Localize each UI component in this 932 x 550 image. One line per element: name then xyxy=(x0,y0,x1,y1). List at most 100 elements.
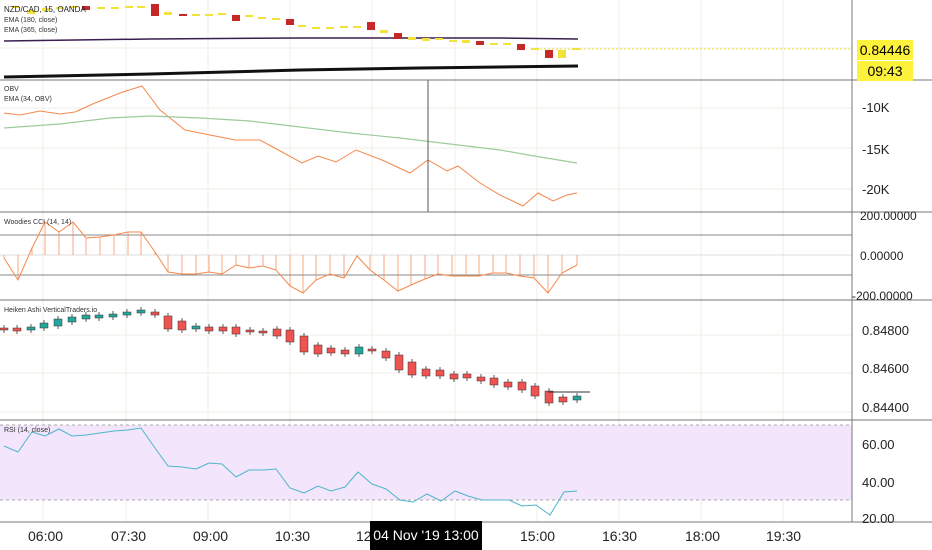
heiken-candle xyxy=(489,377,499,386)
ha-tick-2: 0.84600 xyxy=(862,361,909,376)
price-candle xyxy=(42,8,50,11)
price-candle xyxy=(218,13,226,15)
price-candle xyxy=(517,44,525,50)
heiken-title: Heiken Ashi VerticalTraders.io xyxy=(4,307,97,314)
ema180-label: EMA (180, close) xyxy=(4,17,57,24)
heiken-candle xyxy=(572,395,582,401)
heiken-ashi-pane[interactable] xyxy=(0,307,590,406)
heiken-candle xyxy=(26,326,36,331)
price-candle xyxy=(111,7,119,9)
price-candle xyxy=(258,17,266,19)
ema365-line xyxy=(3,64,579,79)
price-candle xyxy=(340,26,348,28)
time-label-0900: 09:00 xyxy=(193,528,228,544)
price-candle xyxy=(531,48,539,50)
symbol-title: NZD/CAD, 15, OANDA xyxy=(4,5,86,14)
price-candle xyxy=(394,33,402,39)
heiken-candle xyxy=(517,381,527,391)
heiken-candle xyxy=(421,368,431,377)
rsi-pane[interactable] xyxy=(0,424,852,516)
heiken-candle xyxy=(435,369,445,377)
price-candle xyxy=(545,50,553,58)
crosshair-date-label: 04 Nov '19 13:00 xyxy=(370,521,482,550)
heiken-candle xyxy=(367,348,377,352)
heiken-candle xyxy=(39,322,49,329)
heiken-candle xyxy=(407,361,417,376)
heiken-candle xyxy=(449,373,459,380)
obv-ema-label: EMA (34, OBV) xyxy=(4,96,52,103)
price-candle xyxy=(408,37,416,40)
time-label-1630: 16:30 xyxy=(602,528,637,544)
current-price-badge: 0.84446 xyxy=(857,40,913,60)
rsi-tick-2: 40.00 xyxy=(862,475,895,490)
heiken-candle xyxy=(177,320,187,331)
price-pane[interactable] xyxy=(3,4,852,79)
price-candle xyxy=(12,6,20,8)
cci-tick-3: -200.00000 xyxy=(852,289,913,303)
price-candle xyxy=(232,15,240,21)
heiken-candle xyxy=(136,309,146,314)
obv-title: OBV xyxy=(4,86,19,93)
time-label-1800: 18:00 xyxy=(685,528,720,544)
rsi-title: RSI (14, close) xyxy=(4,427,50,434)
heiken-candle xyxy=(81,314,91,320)
obv-pane[interactable] xyxy=(3,85,578,207)
price-candle xyxy=(151,4,159,16)
heiken-candle xyxy=(544,390,554,404)
time-label-0600: 06:00 xyxy=(28,528,63,544)
price-candle xyxy=(558,50,566,58)
obv-tick-3: -20K xyxy=(862,182,890,197)
heiken-candle xyxy=(299,335,309,353)
price-candle xyxy=(137,6,145,8)
price-candle xyxy=(490,43,498,45)
cci-tick-2: 0.00000 xyxy=(860,249,904,263)
heiken-candle xyxy=(0,327,9,331)
price-candle xyxy=(435,38,443,40)
heiken-candle xyxy=(204,326,214,332)
price-candle xyxy=(125,6,133,8)
time-label-1500: 15:00 xyxy=(520,528,555,544)
heiken-candle xyxy=(272,328,282,337)
heiken-candle xyxy=(476,376,486,382)
price-candle xyxy=(97,7,105,9)
heiken-candle xyxy=(258,330,268,334)
heiken-candle xyxy=(503,381,513,388)
heiken-candle xyxy=(381,350,391,359)
heiken-candle xyxy=(313,344,323,355)
price-candle xyxy=(312,27,320,29)
price-candle xyxy=(353,26,361,28)
time-label-1030: 10:30 xyxy=(275,528,310,544)
obv-line xyxy=(3,85,578,207)
price-candle xyxy=(462,40,470,43)
ha-tick-1: 0.84800 xyxy=(862,323,909,338)
price-candle xyxy=(192,14,200,16)
heiken-candle xyxy=(340,349,350,355)
heiken-candle xyxy=(150,311,160,316)
cci-pane[interactable] xyxy=(0,221,852,294)
time-label-0730: 07:30 xyxy=(111,528,146,544)
ema365-label: EMA (365, close) xyxy=(4,27,57,34)
cci-title: Woodies CCI (14, 14) xyxy=(4,219,71,226)
heiken-candle xyxy=(326,347,336,354)
heiken-candle xyxy=(218,326,228,332)
price-candle xyxy=(179,14,187,16)
heiken-candle xyxy=(558,396,568,403)
heiken-candle xyxy=(163,315,173,330)
heiken-candle xyxy=(285,329,295,343)
heiken-candle xyxy=(122,311,132,316)
rsi-line xyxy=(3,427,578,516)
ema180-line xyxy=(3,37,579,42)
rsi-band xyxy=(0,425,852,500)
price-candle xyxy=(205,14,213,16)
heiken-candle xyxy=(67,316,77,323)
price-candle xyxy=(326,27,334,29)
price-candle xyxy=(56,7,64,9)
price-candle xyxy=(298,25,306,27)
price-candle xyxy=(380,30,388,33)
heiken-candle xyxy=(245,329,255,333)
heiken-candle xyxy=(191,325,201,330)
price-candle xyxy=(422,38,430,41)
heiken-candle xyxy=(12,327,22,332)
ha-tick-3: 0.84400 xyxy=(862,400,909,415)
